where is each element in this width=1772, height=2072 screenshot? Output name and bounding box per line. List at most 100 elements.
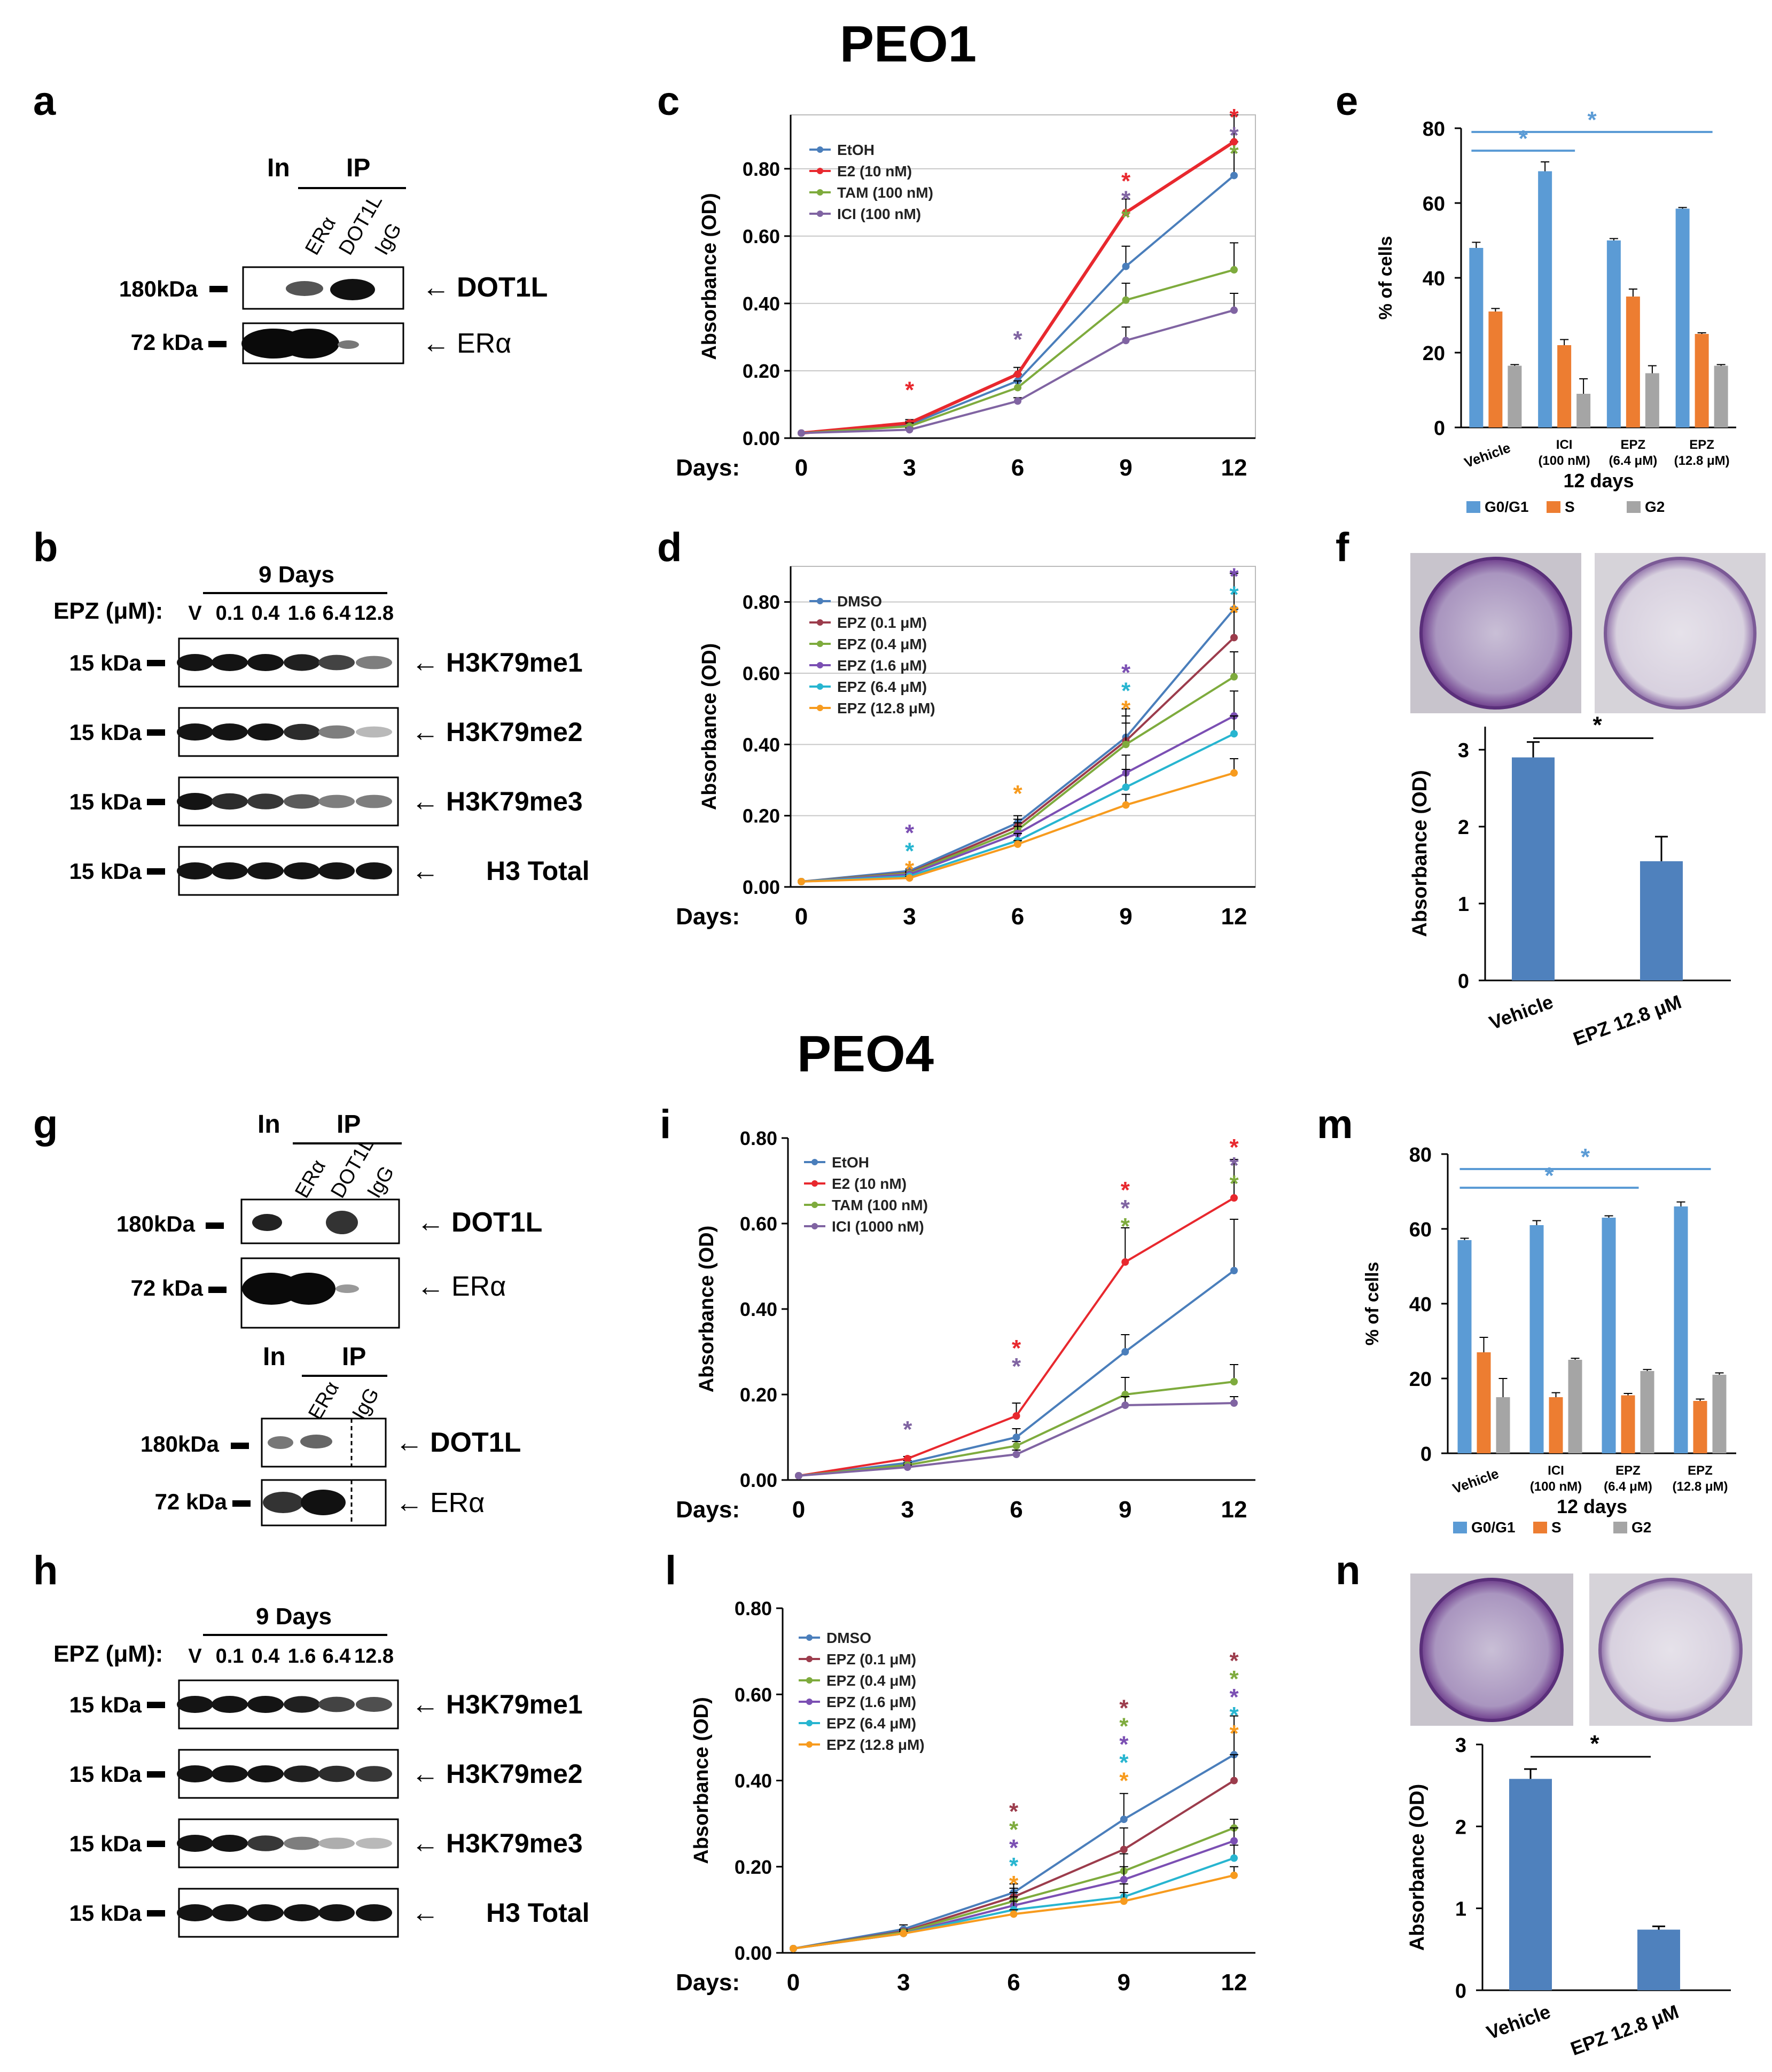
blot-band xyxy=(177,654,213,671)
blot-a-marker xyxy=(208,341,227,347)
legend-label: G2 xyxy=(1645,498,1665,515)
blot-band xyxy=(356,1766,392,1782)
data-point xyxy=(1121,1348,1129,1356)
blot-a-kda-1: 72 kDa xyxy=(131,330,204,355)
bar xyxy=(1640,861,1683,980)
y-axis-title: Absorbance (OD) xyxy=(698,643,721,810)
blot-g1-band xyxy=(282,1273,335,1305)
data-point xyxy=(1230,1194,1238,1202)
significance-star: * xyxy=(1590,1731,1599,1757)
y-tick-label: 0.60 xyxy=(743,663,780,684)
blot-g1-band xyxy=(252,1214,282,1231)
series-line xyxy=(801,733,1235,883)
significance-star: * xyxy=(1121,186,1131,213)
blot-g1-band xyxy=(326,1211,358,1234)
x-axis-title: 12 days xyxy=(1557,1495,1627,1517)
significance-star: * xyxy=(1229,1720,1239,1747)
legend-label: S xyxy=(1551,1519,1562,1536)
legend-swatch xyxy=(1466,501,1480,513)
legend-label: EPZ (0.4 μM) xyxy=(837,636,927,652)
blot-g1-marker xyxy=(208,1287,227,1293)
legend-marker xyxy=(817,189,823,196)
y-tick-label: 2 xyxy=(1458,816,1469,839)
significance-star: * xyxy=(1013,326,1022,353)
blot-band xyxy=(177,1904,213,1921)
blot-band xyxy=(356,1837,392,1849)
x-tick-label: 6 xyxy=(1011,455,1024,481)
legend-marker xyxy=(811,1180,818,1187)
data-point xyxy=(795,1472,802,1479)
kda-marker xyxy=(147,1841,165,1847)
kda-label: 15 kDa xyxy=(69,1762,142,1787)
chart-f-bar: 0 1 2 3 Absorbance (OD) Vehicle EPZ 12.8 μM * xyxy=(1409,712,1731,1050)
blot-g2-arrow-1: ← xyxy=(395,1487,423,1518)
blot-h-doses: V 0.1 0.4 1.6 6.4 12.8 xyxy=(188,1645,394,1668)
blot-band xyxy=(356,1697,392,1712)
x-tick-label: 9 xyxy=(1119,1497,1131,1523)
legend-label: EPZ (12.8 μM) xyxy=(826,1736,925,1753)
legend-label: ICI (100 nM) xyxy=(837,206,921,222)
blot-band xyxy=(247,1904,284,1921)
blot-a-target-0: DOT1L xyxy=(457,272,548,303)
x-tick-label: EPZ xyxy=(1689,438,1714,452)
panel-letter-h: h xyxy=(33,1548,58,1593)
bar xyxy=(1695,334,1709,427)
dose-label: 12.8 xyxy=(354,1645,394,1668)
significance-star: * xyxy=(1121,1177,1130,1203)
y-tick-label: 0.40 xyxy=(743,293,780,315)
y-tick-label: 1 xyxy=(1458,893,1469,916)
legend-marker xyxy=(806,1656,813,1662)
y-tick-label: 2 xyxy=(1455,1816,1466,1839)
y-tick-label: 0.40 xyxy=(740,1298,777,1320)
dose-label: V xyxy=(188,1645,202,1668)
x-tick-label: 0 xyxy=(795,455,808,481)
x-tick-label: 6 xyxy=(1010,1497,1022,1523)
data-point xyxy=(1230,1378,1238,1385)
bar xyxy=(1640,1371,1654,1453)
significance-star: * xyxy=(1009,1871,1019,1897)
significance-star: * xyxy=(1119,1750,1129,1776)
legend-marker xyxy=(806,1699,813,1705)
y-tick-label: 0.80 xyxy=(743,158,780,180)
kda-label: 15 kDa xyxy=(69,859,142,884)
blot-band xyxy=(212,862,248,879)
blot-g1-marker xyxy=(206,1222,224,1229)
blot-a-arrow-0: ← xyxy=(422,272,450,303)
legend-label: TAM (100 nM) xyxy=(832,1197,928,1213)
legend-label: G0/G1 xyxy=(1471,1519,1515,1536)
blot-band xyxy=(177,862,213,879)
blot-band xyxy=(318,1696,355,1712)
kda-marker xyxy=(147,799,165,805)
panel-letter-d: d xyxy=(657,525,682,570)
significance-star: * xyxy=(1119,1695,1129,1722)
blot-band xyxy=(284,1765,320,1782)
data-point xyxy=(1122,296,1130,304)
blot-band xyxy=(318,725,355,739)
legend-marker xyxy=(817,211,823,217)
data-point xyxy=(1120,1816,1128,1824)
significance-star: * xyxy=(1012,1335,1021,1361)
x-tick-label: 0 xyxy=(787,1969,800,1996)
significance-star: * xyxy=(1229,141,1239,167)
panel-letter-i: i xyxy=(660,1102,671,1147)
bar xyxy=(1568,1360,1582,1453)
x-tick-label: (6.4 μM) xyxy=(1604,1479,1652,1494)
legend-label: EPZ (1.6 μM) xyxy=(837,657,927,674)
blot-band xyxy=(212,1835,248,1852)
blot-g2-kda-0: 180kDa xyxy=(140,1431,220,1456)
data-point xyxy=(1230,1871,1238,1879)
chart-l-line: 0.00 0.20 0.40 0.60 0.80 Absorbance (OD) Days:… xyxy=(676,1598,1255,1996)
colony-plate-epz xyxy=(1598,1578,1743,1722)
x-tick-label: 3 xyxy=(901,1497,914,1523)
blot-h: 9 Days EPZ (μM): V 0.1 0.4 1.6 6.4 12.8 15 kD… xyxy=(53,1603,590,1938)
significance-star: * xyxy=(1121,168,1131,194)
data-point xyxy=(1014,384,1021,392)
x-tick-label: 6 xyxy=(1011,903,1024,930)
blot-g2-marker xyxy=(232,1500,251,1507)
x-tick-label: Vehicle xyxy=(1484,2000,1554,2044)
y-tick-label: 60 xyxy=(1409,1219,1432,1241)
blot-g2-ip-label: IP xyxy=(342,1343,366,1371)
significance-star: * xyxy=(1119,1732,1129,1758)
data-point xyxy=(798,429,805,437)
